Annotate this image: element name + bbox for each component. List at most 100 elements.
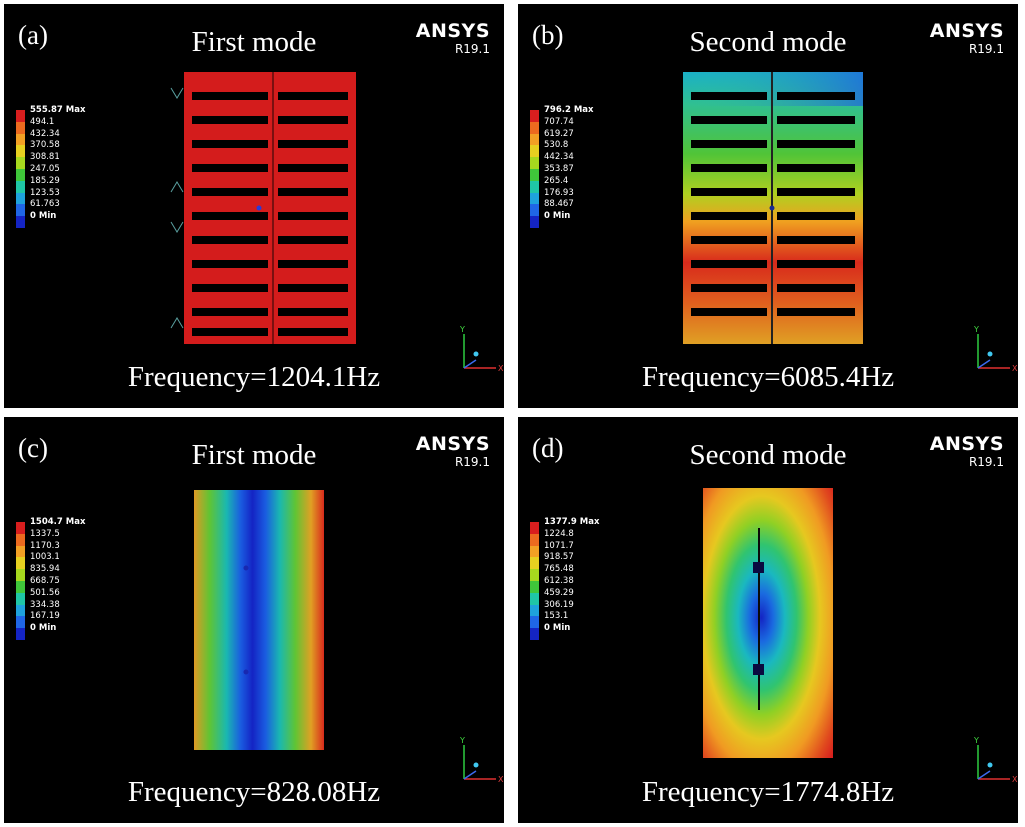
mode-title: First mode <box>191 26 317 58</box>
legend-value: 1377.9 Max <box>544 517 600 527</box>
legend-value: 442.34 <box>544 152 574 163</box>
ansys-logo: ANSYS R19.1 <box>415 20 490 56</box>
legend-value: 612.38 <box>544 575 574 586</box>
structure-frame <box>184 72 356 344</box>
legend-swatch <box>16 569 25 581</box>
legend-swatch <box>16 557 25 570</box>
legend-swatch <box>530 628 539 640</box>
legend-value: 308.81 <box>30 152 60 163</box>
ansys-brand: ANSYS <box>929 20 1004 42</box>
legend-value: 432.34 <box>30 128 60 139</box>
legend-value: 1071.7 <box>544 540 574 551</box>
legend-value: 1504.7 Max <box>30 517 86 527</box>
legend-value: 167.19 <box>30 611 60 622</box>
coordinate-triad-icon: Y X <box>459 736 504 784</box>
plate-surface <box>703 488 833 758</box>
anchor-point <box>769 205 775 211</box>
svg-text:Y: Y <box>973 736 979 745</box>
panel-b: (b) Second mode ANSYS R19.1 796.2 Max 70… <box>518 4 1018 408</box>
legend-value: 1337.5 <box>30 528 60 539</box>
panel-d: (d) Second mode ANSYS R19.1 1377.9 Max 1… <box>518 417 1018 823</box>
legend-value: 796.2 Max <box>544 105 594 115</box>
structure-slots <box>192 92 348 336</box>
svg-text:Y: Y <box>459 325 465 334</box>
anchor-point <box>256 205 262 211</box>
legend-value: 494.1 <box>30 116 55 127</box>
legend-swatch <box>16 545 25 558</box>
legend-value: 61.763 <box>30 199 60 210</box>
mount-block <box>753 562 764 573</box>
legend-swatch <box>16 533 25 546</box>
legend-value: 501.56 <box>30 587 60 598</box>
legend-swatch <box>530 121 539 134</box>
mode-shape-plot-a <box>170 72 356 344</box>
legend-swatch <box>530 110 539 122</box>
legend-swatch <box>16 180 25 193</box>
ansys-version: R19.1 <box>454 455 490 469</box>
frequency-label: Frequency=1204.1Hz <box>127 361 381 393</box>
legend-value: 530.8 <box>544 140 569 151</box>
legend-swatch <box>530 545 539 558</box>
frequency-label: Frequency=828.08Hz <box>127 776 381 808</box>
mount-block <box>753 664 764 675</box>
legend-swatch <box>530 592 539 605</box>
legend-swatch <box>530 616 539 629</box>
legend-value: 835.94 <box>30 564 60 575</box>
ansys-logo: ANSYS R19.1 <box>929 20 1004 56</box>
legend-value: 1003.1 <box>30 552 60 563</box>
legend-swatch <box>530 133 539 146</box>
legend-swatch <box>16 616 25 629</box>
legend-value: 176.93 <box>544 187 574 198</box>
ansys-brand: ANSYS <box>929 433 1004 455</box>
legend-swatch <box>16 145 25 158</box>
ansys-logo: ANSYS R19.1 <box>416 435 490 469</box>
legend-value: 88.467 <box>544 199 574 210</box>
boundary-markers <box>170 87 184 329</box>
panel-tag: (c) <box>18 433 48 463</box>
legend-value: 1170.3 <box>30 540 60 551</box>
legend-value: 370.58 <box>30 140 60 151</box>
legend-value: 0 Min <box>544 623 571 634</box>
legend-value: 459.29 <box>544 587 574 598</box>
legend-swatch <box>530 604 539 617</box>
coordinate-triad-icon: Y X <box>973 736 1018 784</box>
svg-text:Y: Y <box>973 325 979 334</box>
ansys-brand: ANSYS <box>415 20 490 42</box>
mode-title: Second mode <box>689 439 847 471</box>
mode-shape-plot-d <box>703 488 833 758</box>
svg-text:X: X <box>498 775 504 784</box>
legend-value: 918.57 <box>544 552 574 563</box>
structure-slots <box>691 92 855 316</box>
legend-swatch <box>530 569 539 581</box>
mode-title: First mode <box>191 439 317 471</box>
legend-value: 334.38 <box>30 599 60 610</box>
legend-value: 619.27 <box>544 128 574 139</box>
ansys-logo: ANSYS R19.1 <box>929 433 1004 469</box>
legend-value: 123.53 <box>30 187 60 198</box>
legend-swatch <box>16 133 25 146</box>
coordinate-triad-icon: Y X <box>459 325 504 373</box>
anchor-points <box>243 565 249 675</box>
legend-swatch <box>530 533 539 546</box>
legend-swatch <box>16 522 25 534</box>
plate-surface <box>194 490 324 750</box>
legend-swatch <box>530 557 539 570</box>
frequency-label: Frequency=1774.8Hz <box>641 776 895 808</box>
mode-shape-plot-c <box>194 490 324 750</box>
legend-value: 555.87 Max <box>30 105 86 115</box>
legend-swatch <box>530 580 539 593</box>
legend-swatch <box>16 110 25 122</box>
legend-value: 668.75 <box>30 575 60 586</box>
frequency-label: Frequency=6085.4Hz <box>641 361 895 393</box>
svg-text:X: X <box>498 364 504 373</box>
svg-text:X: X <box>1012 775 1018 784</box>
legend-swatch <box>16 168 25 181</box>
panel-tag: (b) <box>532 20 564 50</box>
legend-swatch <box>530 216 539 228</box>
legend-value: 153.1 <box>544 611 569 622</box>
legend-swatch <box>16 192 25 205</box>
legend-swatch <box>530 157 539 169</box>
ansys-version: R19.1 <box>968 455 1004 469</box>
legend-value: 0 Min <box>30 211 57 222</box>
legend-value: 185.29 <box>30 175 60 186</box>
